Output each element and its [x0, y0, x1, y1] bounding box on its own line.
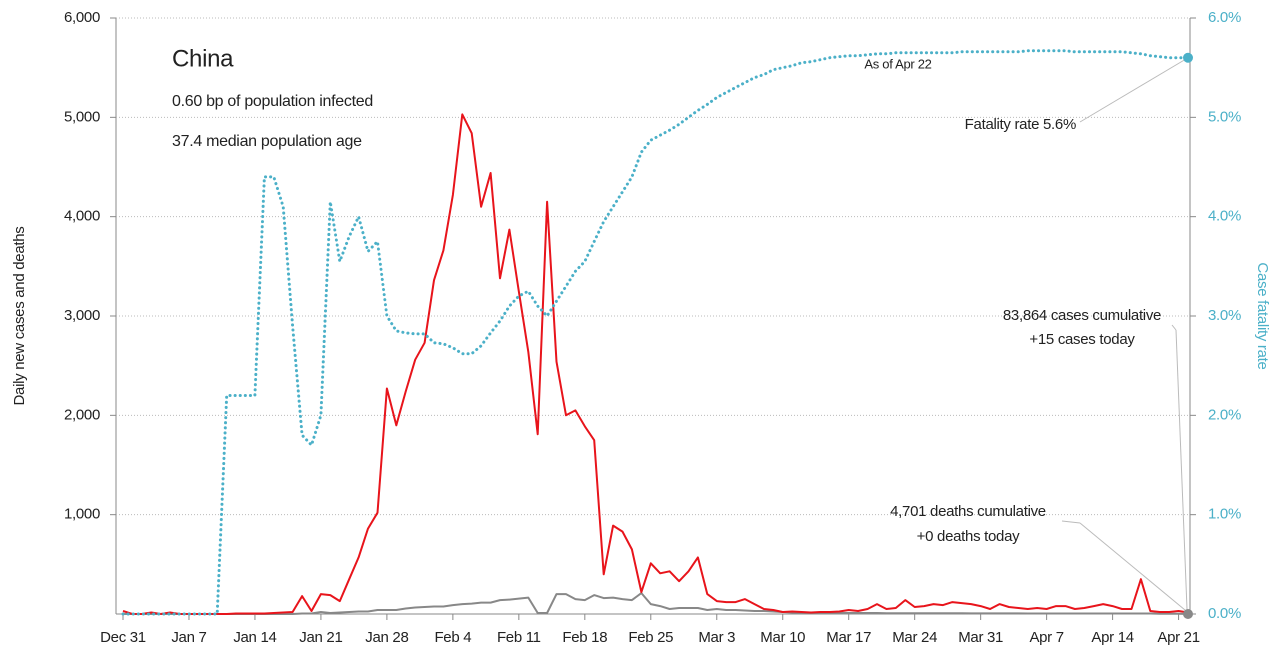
y2-tick-label: 0.0% [1208, 605, 1241, 622]
x-tick-label: Mar 31 [958, 629, 1003, 646]
x-tick-label: Mar 24 [892, 629, 937, 646]
x-tick-label: Jan 7 [171, 629, 206, 646]
x-tick-label: Mar 17 [826, 629, 871, 646]
annotation: 83,864 cases cumulative [1003, 307, 1161, 324]
leader-line [1079, 522, 1186, 611]
annotation: As of Apr 22 [864, 56, 931, 71]
leader-line [1175, 329, 1188, 610]
chart-title: China [172, 45, 234, 72]
subtitle: 37.4 median population age [172, 133, 362, 150]
y2-tick-label: 4.0% [1208, 208, 1241, 225]
end-point [1183, 609, 1193, 619]
series-line [122, 113, 1189, 615]
annotation: +0 deaths today [917, 528, 1020, 545]
x-tick-label: Jan 21 [299, 629, 342, 646]
x-tick-label: Apr 21 [1157, 629, 1199, 646]
x-tick-label: Apr 7 [1029, 629, 1063, 646]
y2-axis-title: Case fatality rate [1254, 262, 1271, 369]
y2-tick-label: 5.0% [1208, 108, 1241, 125]
end-point [1183, 52, 1193, 63]
leader-line [1061, 520, 1081, 524]
series-line [121, 49, 1190, 616]
leader-line [1079, 58, 1187, 123]
leader-line [1171, 324, 1177, 331]
x-tick-label: Feb 25 [628, 629, 673, 646]
x-tick-label: Feb 4 [434, 629, 471, 646]
x-tick-label: Feb 11 [497, 629, 541, 646]
y2-tick-label: 3.0% [1208, 307, 1241, 324]
y2-tick-label: 2.0% [1208, 406, 1241, 423]
y-tick-label: 6,000 [64, 9, 100, 26]
annotation: Fatality rate 5.6% [965, 116, 1076, 133]
y-tick-label: 2,000 [64, 406, 100, 423]
annotation: +15 cases today [1029, 331, 1135, 348]
x-tick-label: Apr 14 [1091, 629, 1133, 646]
x-tick-label: Mar 3 [698, 629, 735, 646]
y-tick-label: 4,000 [64, 208, 100, 225]
x-tick-label: Jan 28 [365, 629, 408, 646]
y-tick-label: 3,000 [64, 307, 100, 324]
subtitle: 0.60 bp of population infected [172, 93, 373, 110]
y-tick-label: 1,000 [64, 506, 100, 523]
series-line [123, 592, 1189, 615]
y-axis-title: Daily new cases and deaths [11, 227, 28, 406]
x-tick-label: Mar 10 [760, 629, 805, 646]
x-tick-label: Feb 18 [562, 629, 607, 646]
annotation: 4,701 deaths cumulative [890, 503, 1046, 520]
y-tick-label: 5,000 [64, 108, 100, 125]
y2-tick-label: 6.0% [1208, 9, 1241, 26]
y2-tick-label: 1.0% [1208, 506, 1241, 523]
x-tick-label: Jan 14 [233, 629, 276, 646]
x-tick-label: Dec 31 [100, 629, 146, 646]
